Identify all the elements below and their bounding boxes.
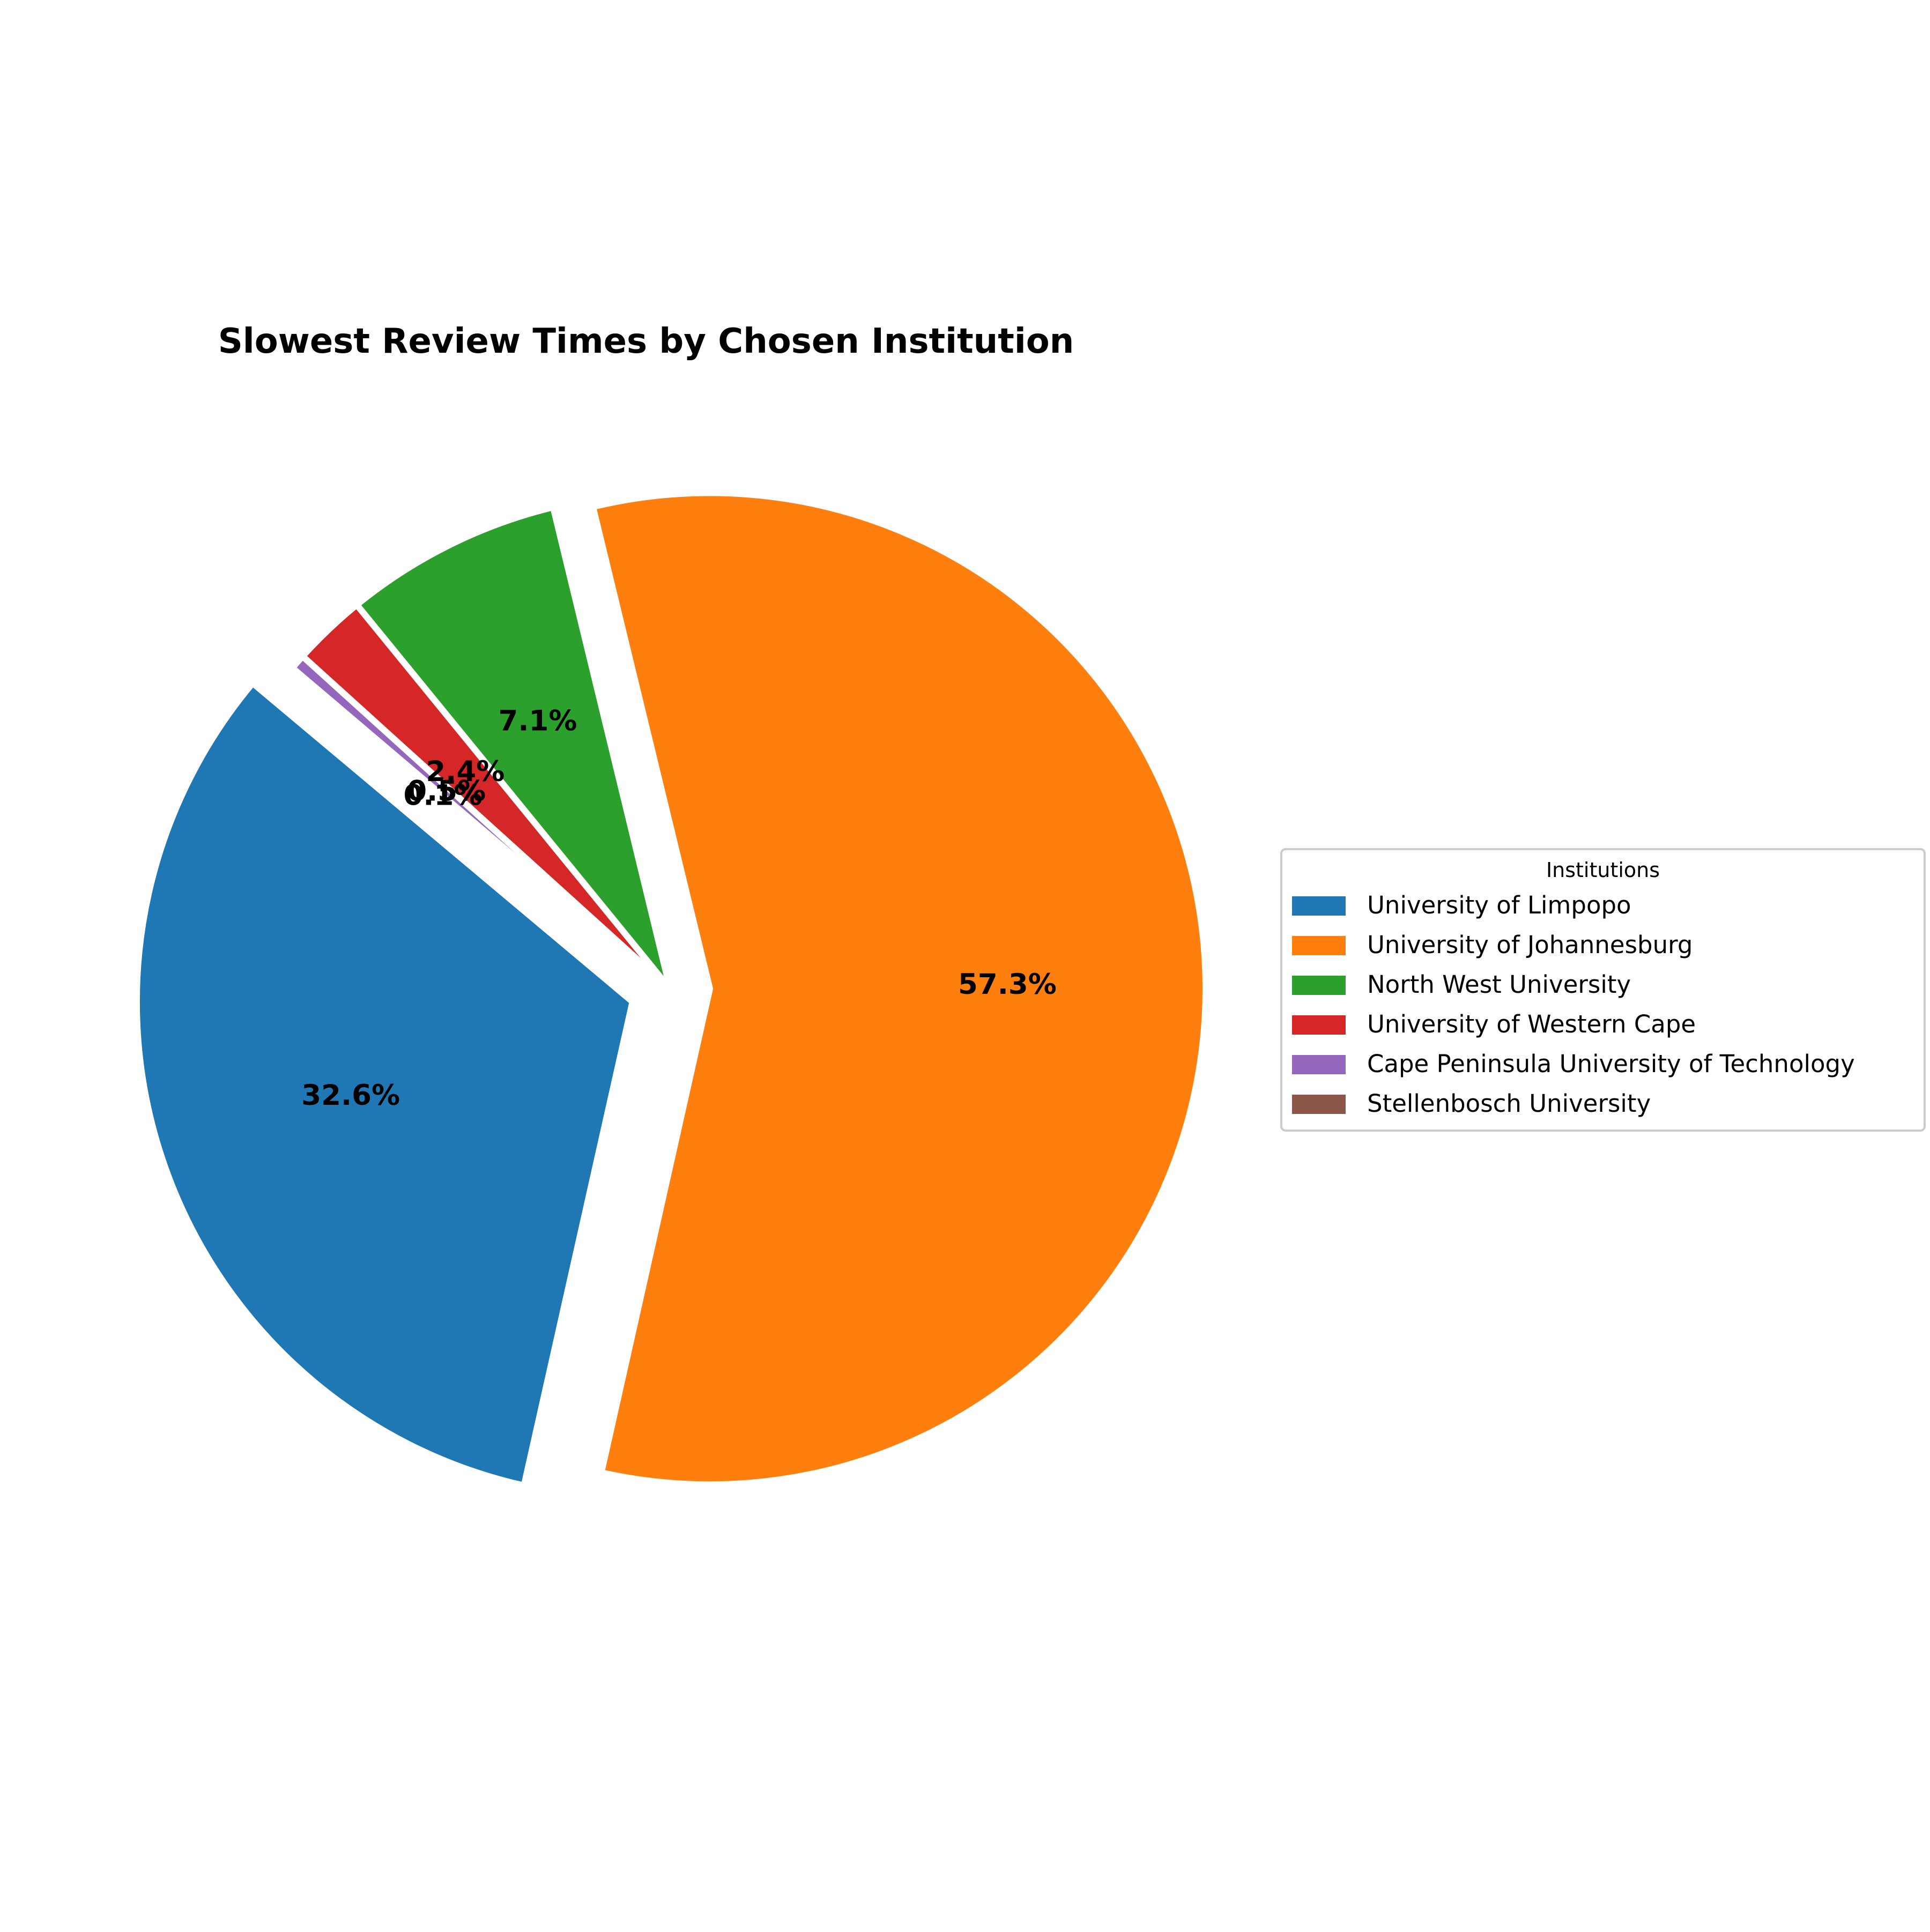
pie-slice-stellenbosch-university bbox=[285, 663, 672, 992]
pie-label-stellenbosch-university: 0.1% bbox=[403, 779, 482, 812]
pie-percent-labels: 32.6% 57.3% 7.1% 2.4%0.5%0.1% bbox=[301, 705, 1057, 1112]
legend-label-university-of-johannesburg: University of Johannesburg bbox=[1367, 931, 1693, 959]
pie-slice-university-of-limpopo bbox=[133, 678, 636, 1490]
legend-label-university-of-western-cape: University of Western Cape bbox=[1367, 1010, 1696, 1038]
pie-label-cape-peninsula-university-of-technology: 0.5% bbox=[407, 775, 486, 808]
pie-slices bbox=[133, 489, 1209, 1490]
legend-label-university-of-limpopo: University of Limpopo bbox=[1367, 891, 1631, 919]
legend-label-north-west-university: North West University bbox=[1367, 970, 1631, 999]
pie-label-university-of-johannesburg: 57.3% bbox=[958, 968, 1057, 1001]
legend-swatch-university-of-johannesburg bbox=[1292, 936, 1346, 955]
chart-title: Slowest Review Times by Chosen Instituti… bbox=[218, 322, 1074, 361]
legend-label-cape-peninsula-university-of-technology: Cape Peninsula University of Technology bbox=[1367, 1050, 1855, 1078]
pie-label-university-of-western-cape: 2.4% bbox=[426, 755, 504, 788]
legend: Institutions University of LimpopoUniver… bbox=[1280, 848, 1926, 1132]
legend-frame bbox=[1280, 848, 1926, 1132]
pie-label-north-west-university: 7.1% bbox=[499, 705, 577, 738]
pie-slice-university-of-johannesburg bbox=[589, 489, 1209, 1488]
legend-items: University of Limpopo University of Johan… bbox=[1292, 891, 1855, 1118]
legend-title: Institutions bbox=[1546, 858, 1660, 882]
legend-swatch-cape-peninsula-university-of-technology bbox=[1292, 1055, 1346, 1074]
legend-label-stellenbosch-university: Stellenbosch University bbox=[1367, 1089, 1651, 1118]
legend-swatch-north-west-university bbox=[1292, 976, 1346, 995]
pie-label-university-of-limpopo: 32.6% bbox=[301, 1079, 400, 1112]
pie-slice-north-west-university bbox=[352, 503, 673, 991]
legend-swatch-stellenbosch-university bbox=[1292, 1095, 1346, 1114]
legend-swatch-university-of-western-cape bbox=[1292, 1015, 1346, 1035]
legend-swatch-university-of-limpopo bbox=[1292, 896, 1346, 916]
